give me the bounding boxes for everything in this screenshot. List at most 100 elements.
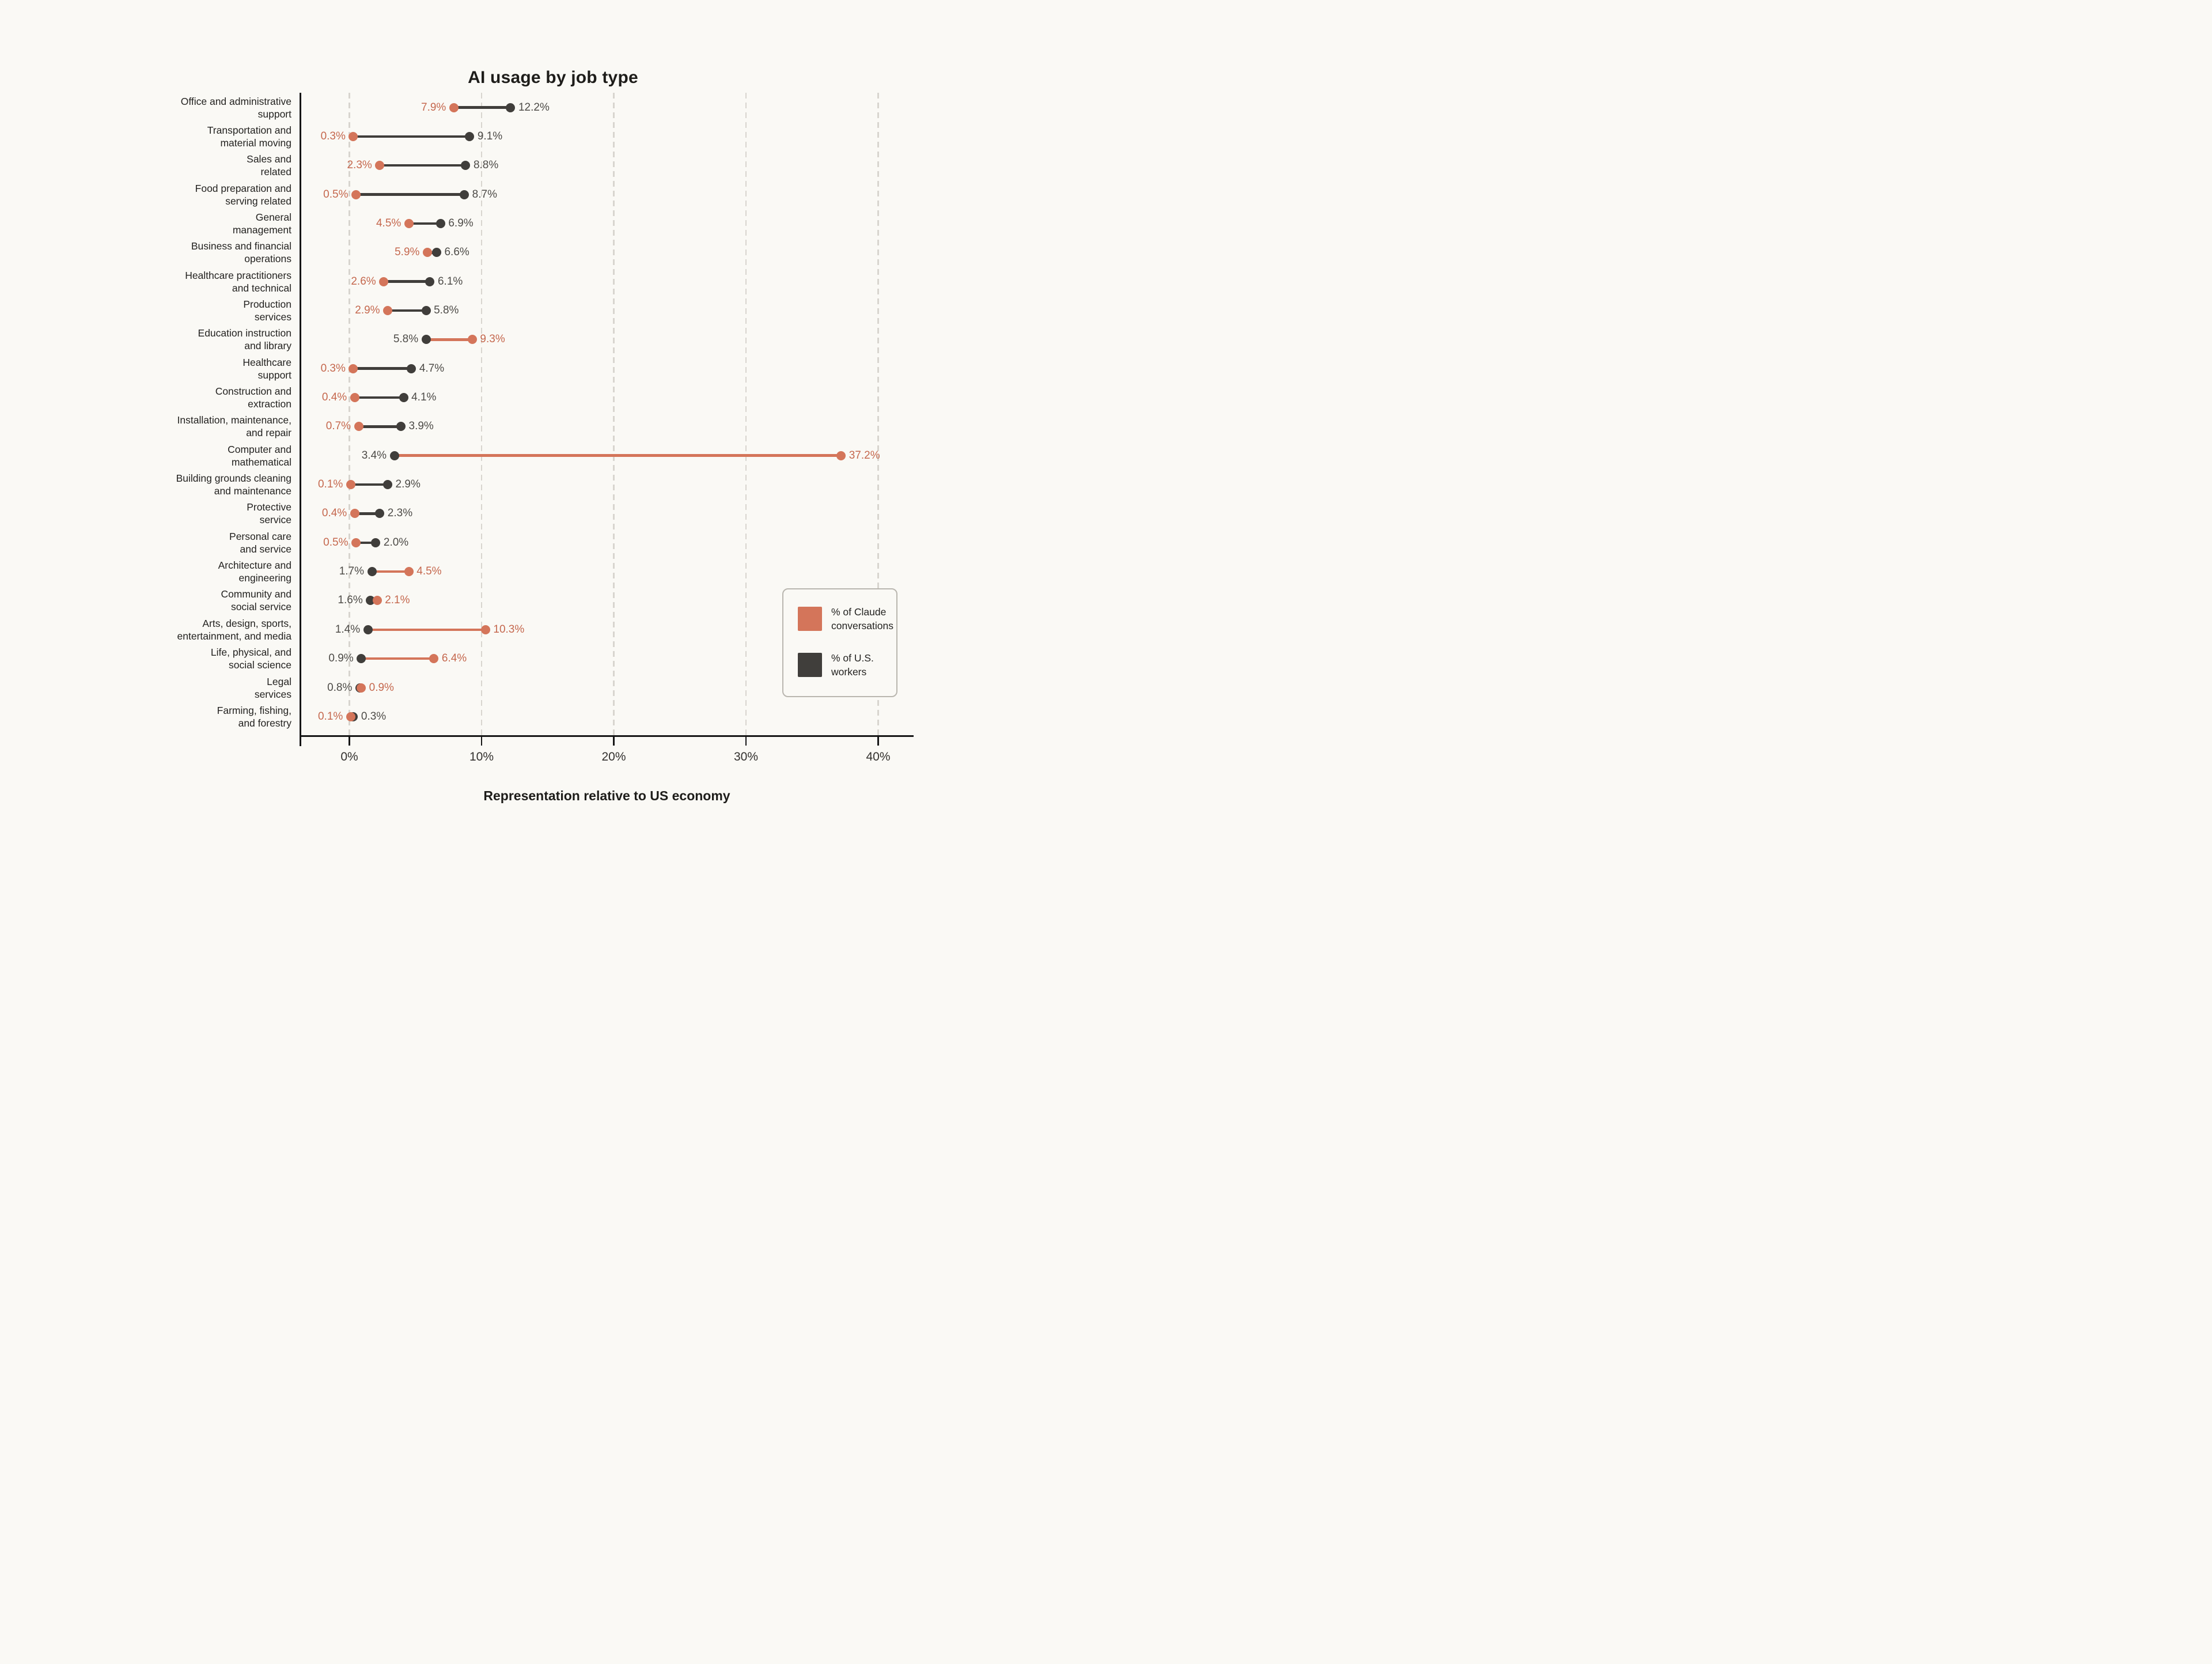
claude-dot	[422, 248, 432, 258]
category-label-line: Personal care	[229, 530, 291, 542]
claude-value-label: 2.1%	[385, 594, 410, 607]
workers-value-label: 2.3%	[387, 507, 413, 520]
claude-value-label: 7.9%	[421, 101, 446, 114]
category-label: Construction and extraction	[84, 385, 291, 410]
category-label-line: Legal	[267, 675, 291, 687]
claude-dot	[346, 712, 355, 721]
dumbbell-connector	[427, 251, 437, 254]
workers-dot	[461, 161, 471, 171]
legend-label-claude: % of Claude conversations	[831, 606, 893, 631]
category-label: Transportation and material moving	[84, 124, 291, 149]
workers-dot	[465, 131, 475, 141]
workers-value-label: 5.8%	[393, 333, 419, 346]
category-label-line: and repair	[246, 427, 291, 439]
gridline-10%	[480, 93, 483, 735]
category-label: Office and administrative support	[84, 95, 291, 120]
gridline-20%	[613, 93, 615, 735]
category-label: Sales and related	[84, 153, 291, 178]
category-label-line: engineering	[238, 572, 291, 584]
category-label: Food preparation and serving related	[84, 182, 291, 207]
category-label-line: General	[255, 211, 291, 223]
workers-value-label: 4.1%	[411, 391, 437, 403]
workers-value-label: 2.0%	[383, 536, 409, 549]
legend-item-workers: % of U.S. workers	[798, 651, 896, 679]
category-label-line: Office and administrative	[180, 95, 291, 107]
workers-dot	[431, 248, 441, 258]
claude-value-label: 0.7%	[325, 420, 351, 433]
dumbbell-connector	[380, 164, 466, 167]
category-label-line: Business and financial	[191, 240, 291, 252]
workers-value-label: 0.3%	[361, 710, 387, 723]
dumbbell-connector	[354, 396, 404, 399]
category-label-line: related	[260, 166, 291, 178]
claude-dot	[836, 451, 846, 460]
category-label-line: services	[254, 688, 291, 700]
workers-dot	[389, 451, 399, 460]
workers-value-label: 12.2%	[518, 101, 550, 114]
dumbbell-connector	[354, 512, 380, 515]
workers-dot	[421, 335, 431, 345]
category-label-line: material moving	[220, 137, 291, 149]
x-axis-tick	[349, 737, 350, 746]
workers-dot	[383, 480, 393, 490]
y-axis-line	[300, 93, 301, 746]
category-label-line: Building grounds cleaning	[176, 472, 291, 485]
x-tick-label: 10%	[469, 750, 494, 763]
category-label-line: operations	[244, 253, 291, 265]
dumbbell-connector	[355, 193, 465, 196]
gridline-40%	[877, 93, 879, 735]
x-axis-line	[300, 735, 914, 737]
category-label-line: services	[254, 311, 291, 323]
category-label-line: service	[259, 514, 291, 526]
claude-value-label: 0.5%	[323, 188, 349, 201]
category-label: Farming, fishing, and forestry	[84, 704, 291, 729]
category-label-line: Healthcare practitioners	[185, 269, 291, 281]
category-label: Installation, maintenance, and repair	[84, 414, 291, 439]
dumbbell-connector	[388, 309, 426, 312]
x-tick-label: 40%	[866, 750, 891, 763]
category-label-line: Protective	[247, 501, 291, 513]
dumbbell-connector	[355, 541, 376, 544]
workers-dot	[407, 364, 416, 373]
category-label-line: Computer and	[228, 443, 291, 455]
workers-dot	[357, 654, 366, 664]
claude-value-label: 4.5%	[416, 565, 442, 578]
category-label-line: extraction	[248, 398, 291, 410]
claude-value-label: 2.3%	[347, 159, 372, 172]
workers-value-label: 9.1%	[477, 130, 503, 142]
category-label-line: Construction and	[215, 385, 291, 397]
workers-dot	[375, 509, 385, 519]
workers-value-label: 0.9%	[328, 652, 354, 665]
workers-value-label: 1.6%	[338, 594, 363, 607]
workers-dot	[399, 393, 408, 402]
claude-value-label: 0.3%	[320, 130, 346, 142]
category-label-line: Food preparation and	[195, 182, 291, 194]
claude-dot	[379, 277, 389, 286]
workers-dot	[363, 625, 373, 634]
claude-value-label: 2.6%	[351, 275, 376, 288]
claude-value-label: 37.2%	[849, 449, 880, 462]
category-label: Architecture and engineering	[84, 559, 291, 584]
claude-dot	[357, 683, 366, 693]
claude-value-label: 10.3%	[493, 623, 525, 636]
dumbbell-connector	[372, 570, 409, 573]
dumbbell-connector	[408, 222, 441, 225]
workers-value-label: 6.1%	[437, 275, 463, 288]
workers-value-label: 1.4%	[335, 623, 361, 636]
claude-dot	[404, 218, 414, 228]
x-tick-label: 20%	[601, 750, 626, 763]
claude-value-label: 0.4%	[321, 391, 347, 403]
workers-dot	[421, 305, 431, 315]
category-label: Legal services	[84, 675, 291, 701]
category-label: Computer and mathematical	[84, 443, 291, 468]
claude-value-label: 6.4%	[441, 652, 467, 665]
dumbbell-connector	[368, 628, 486, 631]
claude-dot	[351, 190, 361, 199]
category-label: Healthcare support	[84, 356, 291, 381]
claude-dot	[404, 567, 414, 577]
claude-value-label: 0.5%	[323, 536, 349, 549]
dumbbell-connector	[361, 657, 434, 660]
category-label: Personal care and service	[84, 530, 291, 555]
x-axis-tick	[877, 737, 879, 746]
category-label-line: Sales and	[247, 153, 291, 165]
